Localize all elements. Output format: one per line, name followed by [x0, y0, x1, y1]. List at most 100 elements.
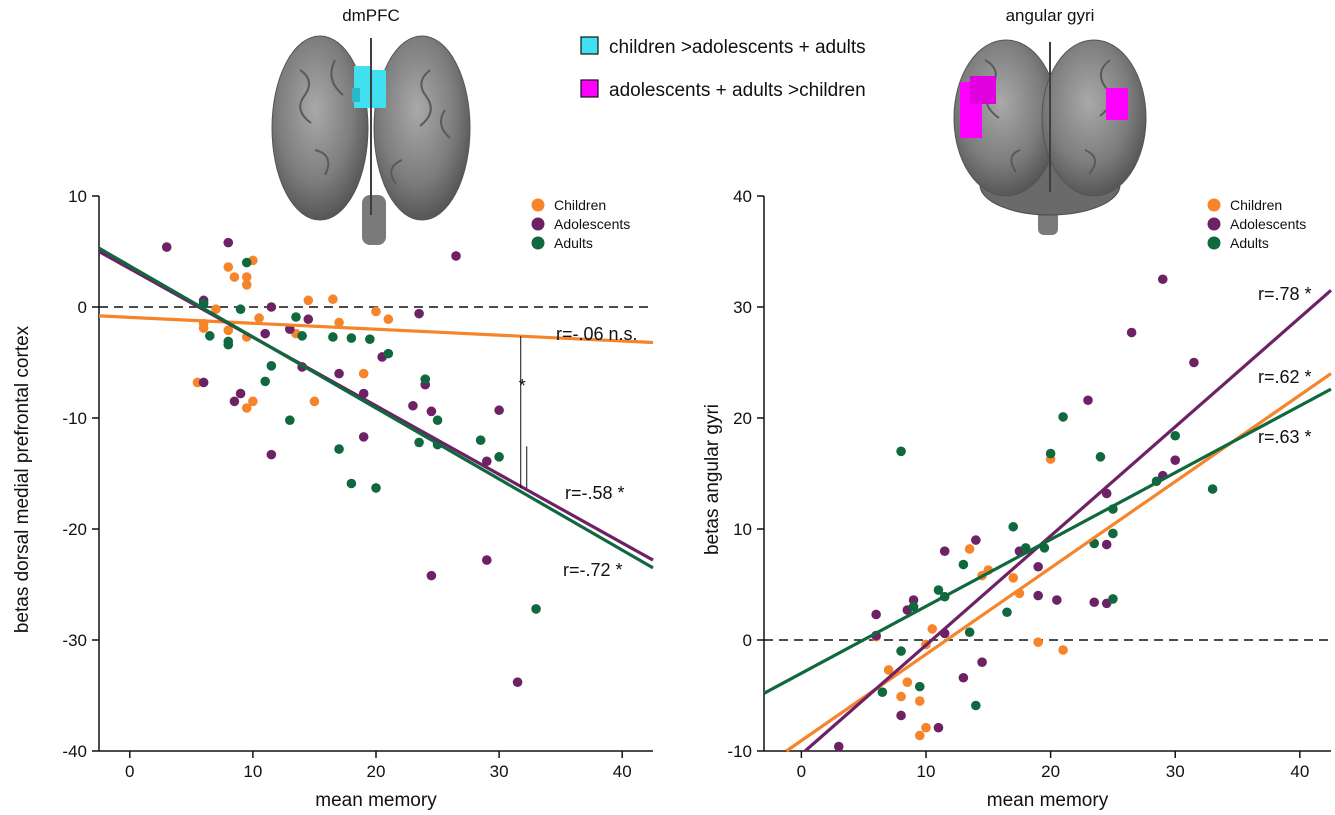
dmpfc-point-children	[328, 294, 338, 305]
dmpfc-point-adults	[235, 304, 246, 315]
angular-point-adolescents	[1101, 539, 1112, 550]
dmpfc-point-adolescents	[235, 388, 246, 399]
dmpfc-y-tick-label: -40	[62, 742, 87, 761]
angular-point-children	[914, 696, 925, 706]
angular-x-tick-label: 10	[917, 762, 936, 781]
dmpfc-point-children	[254, 313, 264, 323]
dmpfc-x-tick-label: 0	[125, 762, 134, 781]
angular-point-adults	[1045, 448, 1056, 459]
dmpfc-point-adults	[371, 483, 381, 493]
angular-point-adolescents	[971, 535, 981, 545]
angular-point-adults	[1170, 430, 1181, 441]
angular-point-children	[1033, 637, 1043, 648]
dmpfc-point-adults	[346, 333, 357, 343]
dmpfc-point-adults	[205, 331, 215, 341]
dmpfc-x-tick-label: 20	[367, 762, 386, 781]
angular-point-children	[1008, 573, 1019, 583]
angular-point-adolescents	[1101, 488, 1112, 499]
dmpfc-point-adults	[266, 361, 277, 371]
angular-point-adolescents	[1157, 274, 1168, 285]
angular-x-tick-label: 0	[797, 762, 806, 781]
dmpfc-point-adults	[346, 478, 357, 489]
angular-point-children	[921, 722, 931, 733]
angular-point-children	[896, 691, 906, 702]
dmpfc-point-adolescents	[223, 237, 234, 248]
angular-y-tick-label: 40	[733, 187, 752, 206]
dmpfc-point-children	[248, 396, 258, 407]
dmpfc-point-children	[241, 403, 252, 413]
dmpfc-point-children	[198, 323, 209, 333]
angular-legend-label-children: Children	[1230, 197, 1282, 213]
dmpfc-point-adults	[365, 334, 375, 344]
dmpfc-y-tick-label: -10	[62, 409, 87, 428]
dmpfc-point-adults	[223, 339, 234, 350]
dmpfc-point-adults	[494, 452, 504, 462]
dmpfc-point-children	[223, 325, 234, 336]
angular-point-adolescents	[1033, 561, 1043, 572]
dmpfc-y-tick-label: -20	[62, 520, 87, 539]
dmpfc-legend-marker-adults	[531, 236, 545, 250]
dmpfc-legend-marker-children	[531, 198, 545, 212]
angular-y-tick-label: -10	[727, 742, 752, 761]
angular-legend-marker-adolescents	[1207, 217, 1221, 231]
dmpfc-point-adolescents	[266, 449, 277, 460]
angular-point-adults	[1108, 594, 1118, 604]
dmpfc-point-adults	[241, 257, 252, 268]
dmpfc-point-children	[303, 295, 314, 306]
angular-point-adults	[1058, 412, 1068, 422]
angular-legend-marker-adults	[1207, 236, 1221, 250]
angular-point-adolescents	[1189, 357, 1199, 368]
dmpfc-y-tick-label: -30	[62, 631, 87, 650]
angular-point-adults	[1008, 521, 1019, 532]
angular-point-adults	[896, 646, 906, 656]
angular-point-adolescents	[1170, 455, 1181, 465]
angular-point-adolescents	[833, 741, 844, 752]
angular-point-children	[902, 677, 913, 687]
angular-point-adults	[933, 585, 944, 595]
contrast-legend-swatch-cyan	[580, 36, 599, 55]
angular-y-tick-label: 20	[733, 409, 752, 428]
dmpfc-point-children	[309, 396, 320, 407]
dmpfc-point-children	[371, 306, 381, 317]
dmpfc-legend-label-adults: Adults	[554, 235, 593, 251]
angular-point-adults	[877, 687, 888, 697]
angular-point-adults	[958, 559, 969, 570]
dmpfc-point-adolescents	[198, 377, 209, 388]
contrast-legend-label-cyan: children >adolescents + adults	[609, 37, 866, 58]
dmpfc-point-adults	[297, 331, 307, 341]
angular-x-axis-label: mean memory	[987, 790, 1109, 810]
dmpfc-point-children	[358, 368, 369, 379]
dmpfc-point-adolescents	[451, 251, 461, 261]
angular-point-adults	[896, 446, 906, 457]
angular-point-children	[964, 544, 975, 554]
angular-point-adolescents	[1083, 395, 1093, 406]
angular-x-tick-label: 20	[1041, 762, 1060, 781]
angular-point-adolescents	[1052, 595, 1062, 605]
dmpfc-x-tick-label: 30	[490, 762, 509, 781]
dmpfc-x-axis-label: mean memory	[315, 790, 437, 810]
angular-fit-line-adolescents	[804, 289, 1333, 753]
dmpfc-y-tick-label: 0	[78, 298, 87, 317]
dmpfc-point-adolescents	[266, 302, 277, 312]
angular-point-adolescents	[977, 657, 987, 667]
angular-fit-line-adults	[763, 387, 1332, 695]
angular-fit-label-adults: r=.63 *	[1258, 427, 1312, 447]
dmpfc-x-tick-label: 10	[243, 762, 262, 781]
dmpfc-legend-label-children: Children	[554, 197, 606, 213]
angular-point-adults	[908, 601, 919, 612]
brain-image-dmpfc	[271, 35, 471, 245]
dmpfc-legend-label-adolescents: Adolescents	[554, 216, 630, 232]
dmpfc-fit-label-adults: r=-.72 *	[563, 560, 623, 580]
dmpfc-point-adults	[414, 437, 424, 448]
plot-dmpfc: 10 0 -10 -20 -30 -40 0 10 20 30 40 mean memory betas…	[12, 187, 654, 811]
dmpfc-point-adolescents	[229, 396, 240, 407]
angular-x-tick-label: 30	[1166, 762, 1185, 781]
dmpfc-y-axis-label: betas dorsal medial prefrontal cortex	[12, 325, 33, 633]
dmpfc-point-adults	[420, 374, 431, 384]
angular-x-tick-label: 40	[1290, 762, 1309, 781]
dmpfc-legend-marker-adolescents	[531, 217, 545, 231]
angular-fit-label-adolescents: r=.78 *	[1258, 284, 1312, 304]
dmpfc-point-adolescents	[426, 570, 437, 581]
angular-y-tick-label: 0	[743, 631, 752, 650]
